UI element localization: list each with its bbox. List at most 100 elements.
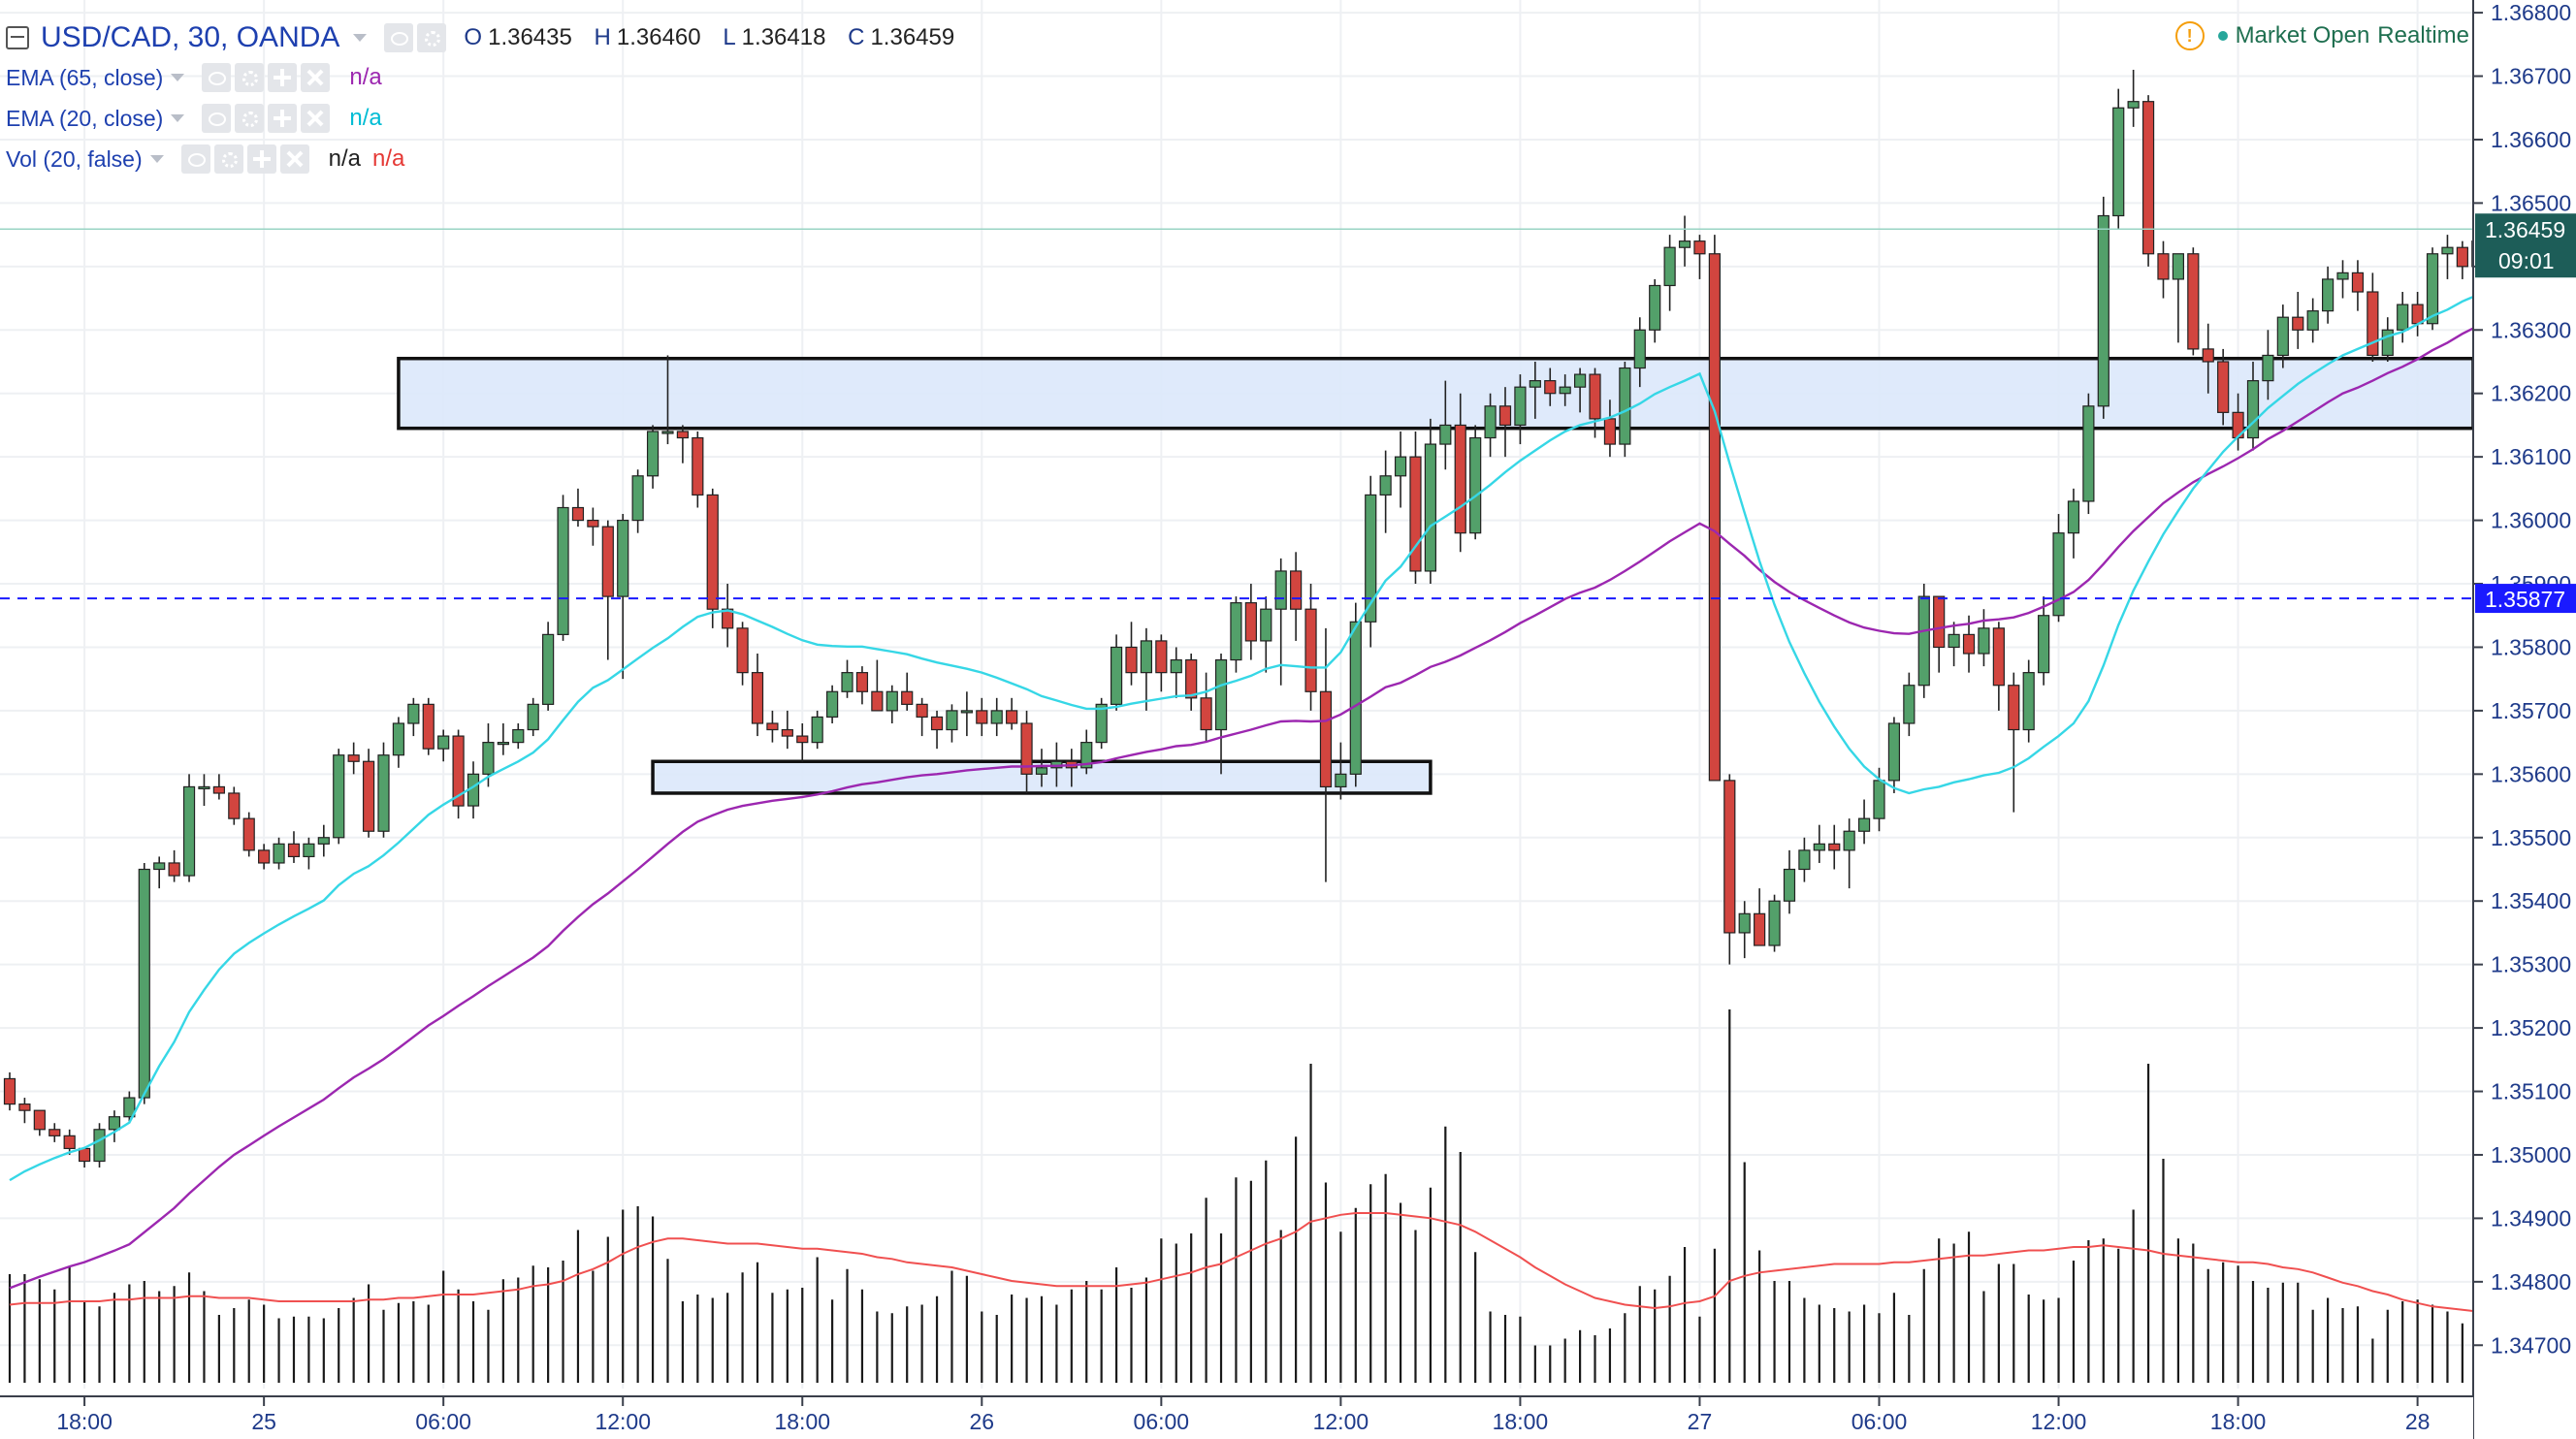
candle-body xyxy=(168,862,180,877)
candle-body xyxy=(1544,380,1557,395)
eye-icon[interactable] xyxy=(202,104,232,133)
candle-body xyxy=(751,672,764,724)
candle-body xyxy=(1693,240,1706,255)
candle-body xyxy=(1335,773,1347,788)
candle-body xyxy=(1080,742,1093,769)
candle-body xyxy=(2157,253,2170,280)
last-price-tag xyxy=(2475,213,2576,278)
price-tick-label: 1.35500 xyxy=(2491,825,2571,850)
candle-body xyxy=(661,431,674,434)
candle-body xyxy=(1140,640,1153,674)
indicator-vol-label[interactable]: Vol (20, false) xyxy=(6,145,143,172)
chevron-down-icon[interactable] xyxy=(171,74,185,81)
market-open-label: Market Open xyxy=(2235,22,2370,48)
indicator-ema20-value: n/a xyxy=(349,105,382,131)
gear-icon[interactable] xyxy=(235,63,265,92)
candle-body xyxy=(976,710,988,724)
time-tick-label: 28 xyxy=(2405,1409,2431,1434)
candle-body xyxy=(1978,627,1990,655)
time-axis[interactable]: 18:00 25 06:00 12:00 18:00 26 06:00 12:00 18:00 2… xyxy=(0,1395,2473,1439)
time-tick-label: 06:00 xyxy=(1852,1409,1908,1434)
price-tick-label: 1.36600 xyxy=(2491,127,2571,152)
candle-body xyxy=(1484,405,1497,439)
symbol-title[interactable]: USD/CAD, 30, OANDA xyxy=(41,21,340,53)
candle-body xyxy=(1498,405,1512,427)
close-icon[interactable] xyxy=(301,63,331,92)
close-value: 1.36459 xyxy=(870,24,955,50)
candle-body xyxy=(1723,780,1736,934)
price-tick-label: 1.36700 xyxy=(2491,64,2571,89)
candle-body xyxy=(960,710,973,714)
candle-body xyxy=(18,1103,31,1111)
indicator-ema65-label[interactable]: EMA (65, close) xyxy=(6,64,164,90)
plus-icon[interactable] xyxy=(246,144,276,174)
candle-body xyxy=(631,475,644,522)
eye-icon[interactable] xyxy=(202,63,232,92)
candle-body xyxy=(1754,912,1766,946)
high-value: 1.36460 xyxy=(616,24,701,50)
candle-body xyxy=(1185,658,1198,699)
collapse-icon[interactable] xyxy=(6,26,29,49)
countdown-label: 09:01 xyxy=(2498,248,2555,273)
indicator-vol-ma-value: n/a xyxy=(372,145,405,172)
candle-body xyxy=(2246,380,2260,439)
gear-icon[interactable] xyxy=(213,144,243,174)
candle-body xyxy=(527,703,539,731)
candle-body xyxy=(841,672,853,692)
close-icon[interactable] xyxy=(301,104,331,133)
time-tick-label: 26 xyxy=(970,1409,995,1434)
price-tick-label: 1.36000 xyxy=(2491,508,2571,533)
candle-body xyxy=(1230,602,1242,661)
time-tick-label: 27 xyxy=(1688,1409,1713,1434)
gear-icon[interactable] xyxy=(235,104,265,133)
candle-body xyxy=(692,436,704,496)
candle-body xyxy=(1663,246,1676,287)
chevron-down-icon[interactable] xyxy=(171,114,185,122)
candle-body xyxy=(2367,291,2379,357)
warning-icon[interactable]: ! xyxy=(2174,21,2205,50)
moving-averages xyxy=(9,274,2524,1290)
chevron-down-icon[interactable] xyxy=(149,155,164,163)
time-tick-label: 25 xyxy=(251,1409,276,1434)
dashed-level-label: 1.35877 xyxy=(2485,587,2565,612)
candle-body xyxy=(1095,703,1108,744)
plus-icon[interactable] xyxy=(268,104,298,133)
candle-body xyxy=(1828,843,1841,851)
plus-icon[interactable] xyxy=(268,63,298,92)
candle-body xyxy=(1469,436,1482,534)
candle-body xyxy=(1813,843,1825,851)
candle-body xyxy=(317,837,330,845)
candle-body xyxy=(2127,101,2140,109)
candle-body xyxy=(2187,253,2200,350)
candle-body xyxy=(1708,253,1721,782)
candle-body xyxy=(706,494,719,610)
indicator-ema20-label[interactable]: EMA (20, close) xyxy=(6,105,164,131)
gear-icon[interactable] xyxy=(417,23,447,52)
eye-icon[interactable] xyxy=(384,23,414,52)
chevron-down-icon[interactable] xyxy=(353,34,368,42)
candle-body xyxy=(1409,456,1422,572)
candle-body xyxy=(212,785,225,794)
candle-body xyxy=(78,1147,91,1163)
candle-body xyxy=(601,526,614,597)
market-status[interactable]: ! Market Open Realtime xyxy=(2174,19,2469,52)
candle-body xyxy=(482,742,495,775)
eye-icon[interactable] xyxy=(180,144,210,174)
low-label: L xyxy=(723,24,736,50)
candle-body xyxy=(63,1135,76,1150)
candle-body xyxy=(1559,386,1571,395)
price-tick-label: 1.35100 xyxy=(2491,1079,2571,1104)
zone-rectangle xyxy=(397,356,2475,431)
candle-body xyxy=(811,716,823,744)
close-icon[interactable] xyxy=(279,144,309,174)
candle-body xyxy=(123,1097,136,1118)
candle-body xyxy=(1798,849,1811,871)
candle-body xyxy=(1214,658,1228,731)
candle-body xyxy=(1529,380,1541,388)
candle-body xyxy=(2082,405,2095,502)
candle-body xyxy=(1887,722,1901,782)
candle-body xyxy=(2276,316,2289,357)
price-axis[interactable]: 1.368001.367001.366001.365001.364001.363… xyxy=(2472,0,2576,1439)
time-axis-bg xyxy=(0,1396,2473,1439)
